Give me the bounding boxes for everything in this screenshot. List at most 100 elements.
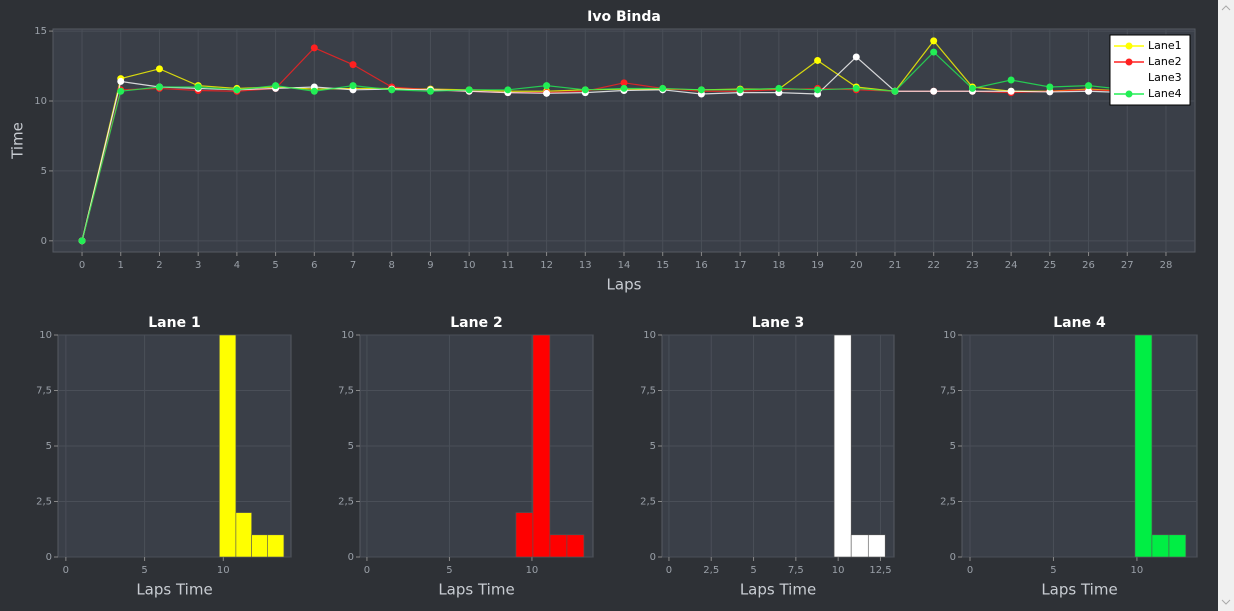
chart-title: Lane 3: [752, 315, 804, 331]
x-tick-label: 10: [217, 565, 230, 576]
x-tick-label: 9: [427, 260, 433, 271]
scroll-down[interactable]: [1221, 599, 1231, 605]
legend-label: Lane2: [1148, 55, 1182, 68]
legend-marker: [1125, 74, 1133, 82]
series-point: [930, 37, 938, 45]
legend-label: Lane3: [1148, 71, 1182, 84]
series-point: [620, 79, 628, 87]
series-point: [155, 83, 163, 91]
x-tick-label: 0: [79, 260, 85, 271]
series-point: [388, 86, 396, 94]
x-tick-label: 5: [750, 565, 756, 576]
x-tick-label: 16: [695, 260, 708, 271]
series-point: [1046, 88, 1054, 96]
x-tick-label: 20: [850, 260, 863, 271]
y-tick-label: 10: [34, 96, 47, 107]
y-tick-label: 10: [341, 330, 354, 341]
scroll-up[interactable]: [1221, 5, 1231, 11]
x-tick-label: 27: [1121, 260, 1134, 271]
series-point: [891, 87, 899, 95]
x-tick-label: 7,5: [788, 565, 804, 576]
histogram-bar: [515, 512, 534, 558]
x-tick-label: 12: [540, 260, 553, 271]
x-tick-label: 12,5: [869, 565, 891, 576]
x-tick-label: 21: [889, 260, 902, 271]
x-tick-label: 5: [141, 565, 147, 576]
histogram-bar: [566, 534, 585, 558]
y-tick-label: 15: [34, 26, 47, 37]
series-point: [581, 86, 589, 94]
series-point: [736, 86, 744, 94]
x-tick-label: 3: [195, 260, 201, 271]
legend-marker: [1125, 58, 1133, 66]
series-point: [1007, 76, 1015, 84]
chart-title: Lane 4: [1053, 315, 1106, 331]
y-tick-label: 0: [950, 552, 956, 563]
y-tick-label: 0: [348, 552, 354, 563]
y-tick-label: 5: [46, 441, 52, 452]
x-tick-label: 6: [311, 260, 317, 271]
series-point: [814, 86, 822, 94]
histogram-bar: [850, 534, 869, 558]
chart-title: Lane 1: [148, 315, 200, 331]
series-point: [1085, 82, 1093, 90]
chart-title: Lane 2: [450, 315, 502, 331]
series-point: [272, 82, 280, 90]
x-tick-label: 26: [1082, 260, 1095, 271]
histogram-bar: [235, 512, 252, 558]
x-tick-label: 2: [156, 260, 162, 271]
histogram-bar: [267, 534, 285, 558]
y-tick-label: 10: [943, 330, 956, 341]
x-tick-label: 17: [734, 260, 747, 271]
y-tick-label: 10: [643, 330, 656, 341]
series-point: [930, 87, 938, 95]
x-tick-label: 10: [1131, 565, 1144, 576]
y-tick-label: 2,5: [36, 497, 52, 508]
series-point: [117, 87, 125, 95]
x-tick-label: 0: [967, 565, 973, 576]
histogram-bar: [532, 334, 551, 558]
series-point: [659, 84, 667, 92]
y-tick-label: 0: [650, 552, 656, 563]
x-tick-label: 4: [234, 260, 240, 271]
x-tick-label: 23: [966, 260, 979, 271]
chart-title: Ivo Binda: [587, 9, 661, 25]
histogram-bar: [1151, 534, 1170, 558]
series-point: [814, 56, 822, 64]
x-tick-label: 24: [1005, 260, 1018, 271]
series-point: [620, 84, 628, 92]
x-tick-label: 0: [666, 565, 672, 576]
x-axis-label: Laps Time: [438, 581, 514, 599]
histogram-bar: [549, 534, 568, 558]
x-tick-label: 5: [1050, 565, 1056, 576]
x-tick-label: 7: [350, 260, 356, 271]
x-tick-label: 25: [1043, 260, 1056, 271]
y-tick-label: 7,5: [338, 386, 354, 397]
series-point: [426, 87, 434, 95]
x-tick-label: 8: [389, 260, 395, 271]
series-point: [852, 53, 860, 61]
x-axis-label: Laps Time: [740, 581, 816, 599]
histogram-bar: [1168, 534, 1187, 558]
x-axis-label: Laps Time: [136, 581, 212, 599]
y-tick-label: 7,5: [36, 386, 52, 397]
y-tick-label: 5: [650, 441, 656, 452]
series-point: [155, 65, 163, 73]
series-point: [1085, 87, 1093, 95]
x-tick-label: 10: [832, 565, 845, 576]
histogram-bar: [833, 334, 852, 558]
series-point: [852, 84, 860, 92]
y-tick-label: 5: [348, 441, 354, 452]
y-tick-label: 0: [46, 552, 52, 563]
y-tick-label: 0: [41, 236, 47, 247]
x-tick-label: 11: [501, 260, 514, 271]
y-tick-label: 5: [950, 441, 956, 452]
x-tick-label: 13: [579, 260, 592, 271]
series-point: [117, 77, 125, 85]
series-point: [697, 86, 705, 94]
legend-marker: [1125, 90, 1133, 98]
scrollbar[interactable]: [1218, 0, 1234, 611]
x-tick-label: 2,5: [703, 565, 719, 576]
histogram-bar: [1134, 334, 1153, 558]
series-point: [349, 61, 357, 69]
